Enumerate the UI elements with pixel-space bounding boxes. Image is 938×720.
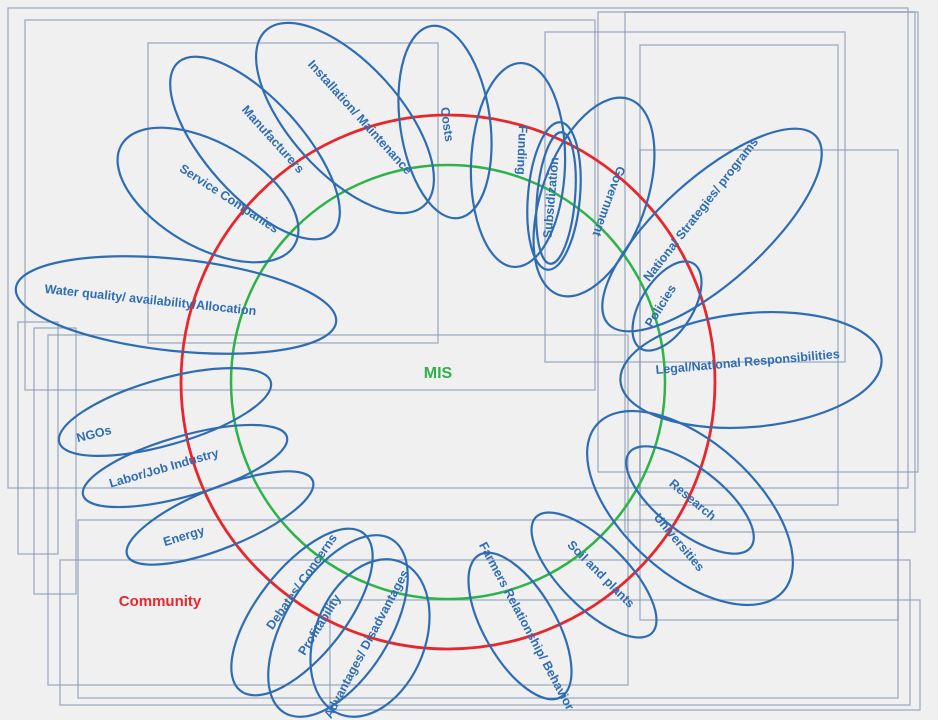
stakeholder-farmers: Farmers Relationship/ Behavior [467, 540, 577, 713]
stakeholder-debates: Debates/ Concerns [230, 527, 374, 697]
stakeholder-manufacturers: Manufacturers [169, 55, 341, 241]
mis-label: MIS [424, 365, 453, 382]
svg-text:Costs: Costs [438, 106, 457, 142]
svg-text:NGOs: NGOs [75, 423, 113, 445]
svg-text:Labor/Job Industry: Labor/Job Industry [108, 446, 221, 491]
svg-text:Subsidization: Subsidization [541, 157, 562, 239]
community-ring [179, 113, 717, 651]
stakeholder-funding: Funding [469, 61, 567, 269]
stakeholder-costs: Costs [397, 24, 493, 220]
svg-text:Water quality/ availability/Al: Water quality/ availability/Allocation [44, 282, 257, 318]
svg-text:Legal/National Responsibilitie: Legal/National Responsibilities [655, 347, 840, 377]
stakeholder-service-companies: Service Companies [116, 126, 300, 264]
community-label: Community [119, 593, 202, 610]
mis-ring [229, 163, 667, 601]
stakeholder-water-quality: Water quality/ availability/Allocation [14, 255, 338, 355]
stakeholder-subsidization: Subsidization [526, 121, 582, 271]
stakeholder-ngos: NGOs [57, 367, 273, 457]
svg-text:Energy: Energy [162, 523, 207, 549]
svg-text:Research: Research [667, 476, 719, 523]
stakeholder-universities: Universities [586, 409, 794, 607]
stakeholder-national-strategies: National Strategies/ programs [601, 127, 823, 333]
svg-text:Funding: Funding [514, 125, 530, 175]
